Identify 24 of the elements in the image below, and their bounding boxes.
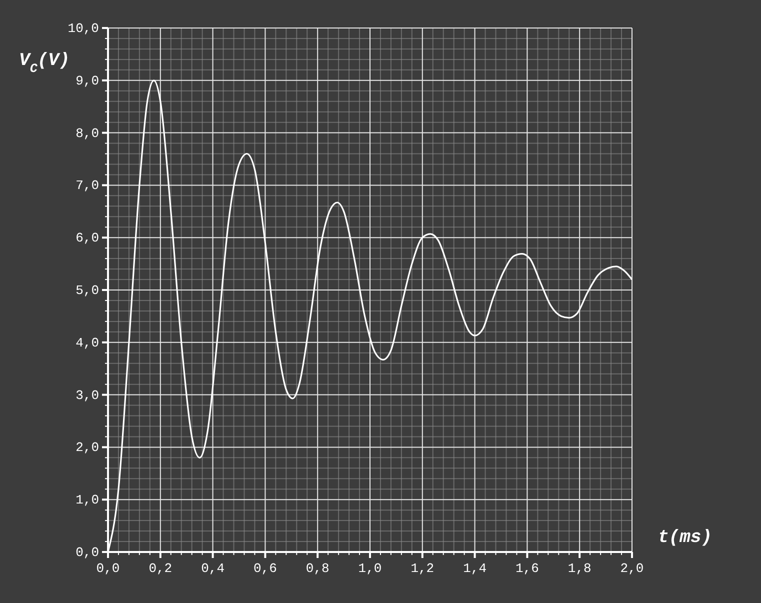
x-tick-label: 1,6: [515, 561, 539, 576]
y-tick-label: 7,0: [76, 178, 99, 194]
y-tick-label: 5,0: [76, 283, 99, 298]
x-tick-label: 0,0: [96, 561, 120, 576]
x-tick-label: 1,2: [410, 561, 434, 576]
x-tick-label: 0,6: [253, 561, 277, 576]
y-tick-label: 4,0: [76, 335, 99, 350]
y-tick-label: 3,0: [76, 388, 99, 403]
y-tick-label: 10,0: [68, 21, 99, 36]
x-tick-label: 1,4: [463, 561, 487, 576]
x-tick-label: 0,2: [148, 561, 172, 576]
x-tick-label: 1,8: [568, 561, 592, 576]
y-axis-title: V$_{C}$(V): [19, 51, 70, 76]
y-tick-label: 1,0: [76, 492, 99, 508]
y-tick-label: 6,0: [76, 230, 99, 246]
y-tick-label: 8,0: [76, 126, 99, 141]
y-tick-label: 9,0: [76, 73, 99, 88]
x-tick-label: 0,8: [306, 561, 330, 576]
x-tick-label: 1,0: [358, 561, 382, 576]
x-tick-label: 0,4: [201, 561, 225, 576]
y-tick-label: 0,0: [76, 545, 99, 560]
x-axis-title: t(ms): [658, 528, 712, 548]
y-tick-label: 2,0: [76, 440, 99, 456]
x-tick-label: 2,0: [620, 561, 644, 576]
